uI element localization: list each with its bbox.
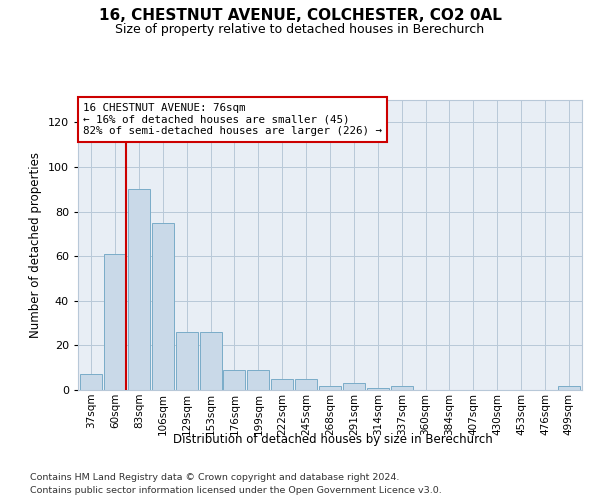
- Bar: [152, 222, 174, 390]
- Bar: [391, 386, 413, 390]
- Bar: [176, 332, 197, 390]
- Bar: [295, 379, 317, 390]
- Bar: [558, 386, 580, 390]
- Bar: [319, 386, 341, 390]
- Bar: [80, 374, 102, 390]
- Bar: [104, 254, 126, 390]
- Bar: [223, 370, 245, 390]
- Text: Contains HM Land Registry data © Crown copyright and database right 2024.: Contains HM Land Registry data © Crown c…: [30, 472, 400, 482]
- Bar: [200, 332, 221, 390]
- Text: Distribution of detached houses by size in Berechurch: Distribution of detached houses by size …: [173, 432, 493, 446]
- Bar: [271, 379, 293, 390]
- Bar: [367, 388, 389, 390]
- Text: Size of property relative to detached houses in Berechurch: Size of property relative to detached ho…: [115, 22, 485, 36]
- Bar: [128, 189, 150, 390]
- Bar: [247, 370, 269, 390]
- Text: 16 CHESTNUT AVENUE: 76sqm
← 16% of detached houses are smaller (45)
82% of semi-: 16 CHESTNUT AVENUE: 76sqm ← 16% of detac…: [83, 103, 382, 136]
- Text: 16, CHESTNUT AVENUE, COLCHESTER, CO2 0AL: 16, CHESTNUT AVENUE, COLCHESTER, CO2 0AL: [98, 8, 502, 22]
- Text: Contains public sector information licensed under the Open Government Licence v3: Contains public sector information licen…: [30, 486, 442, 495]
- Bar: [343, 384, 365, 390]
- Y-axis label: Number of detached properties: Number of detached properties: [29, 152, 42, 338]
